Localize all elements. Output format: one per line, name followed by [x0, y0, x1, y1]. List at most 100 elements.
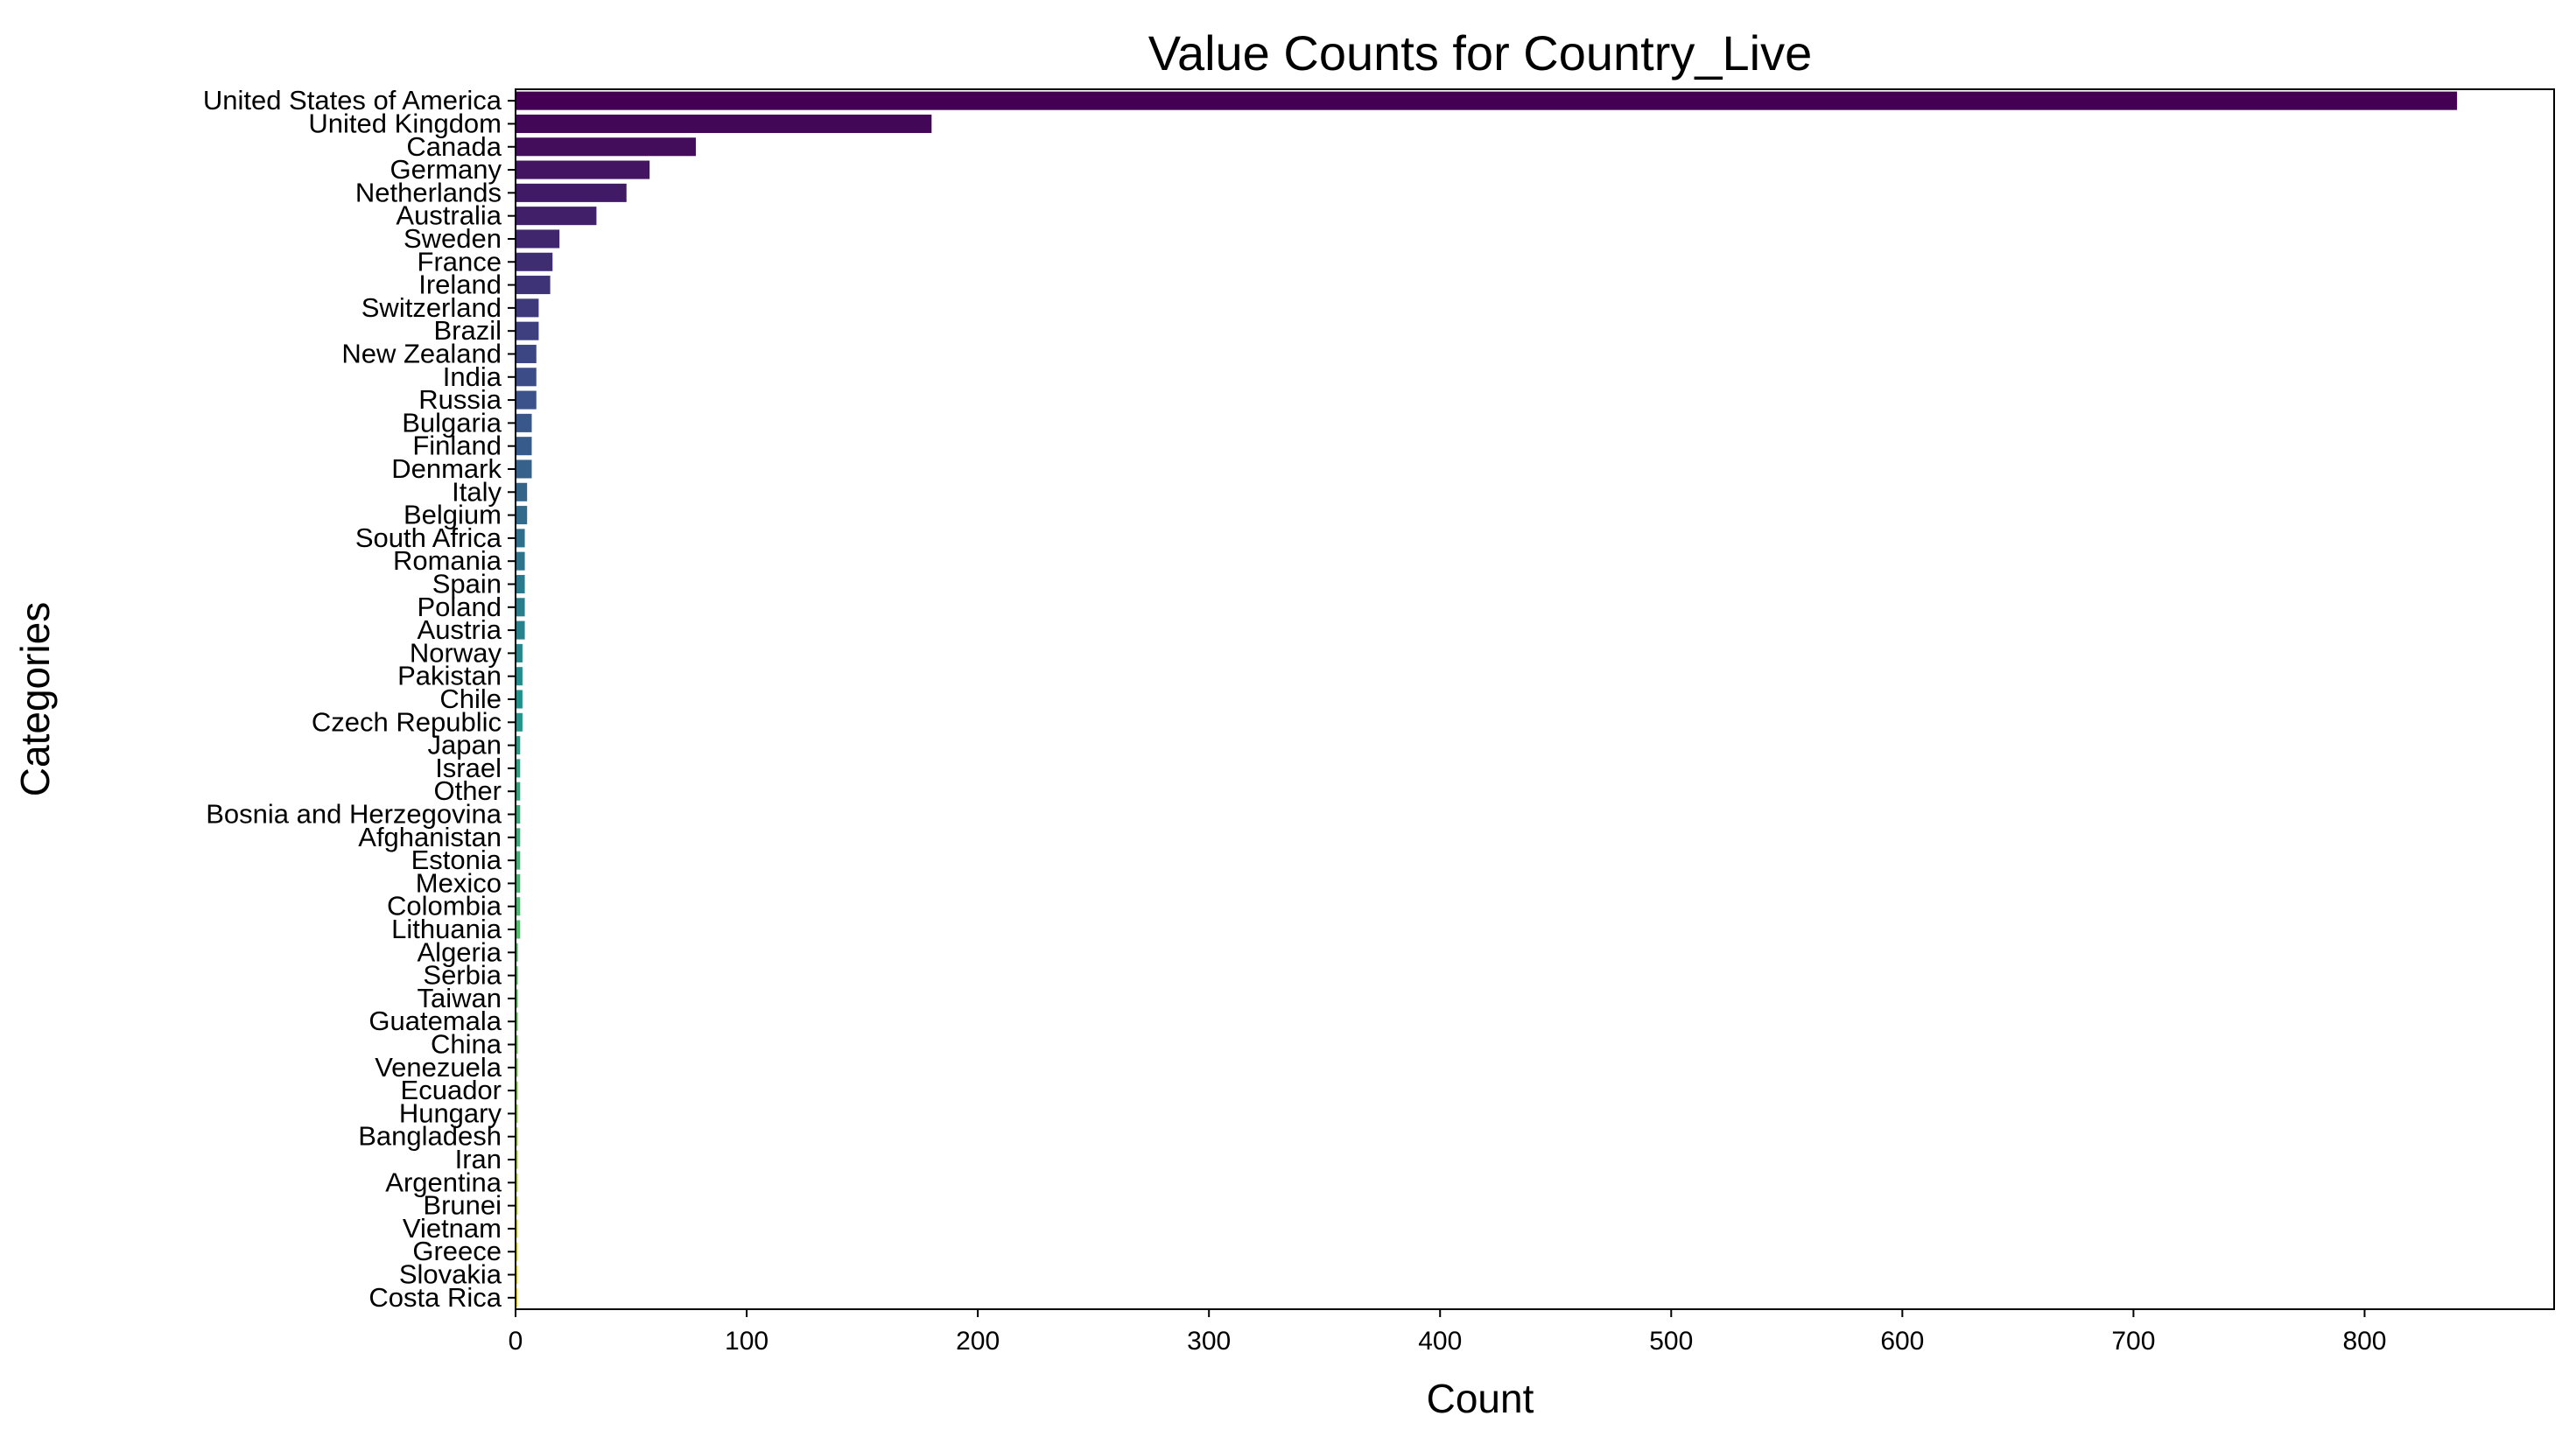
category-label: Poland: [417, 592, 502, 622]
x-tick-label: 300: [1187, 1327, 1231, 1356]
category-label: Israel: [435, 753, 502, 783]
category-label: Algeria: [418, 936, 502, 967]
bar-bangladesh: [516, 1127, 518, 1146]
bar-india: [516, 368, 537, 387]
category-label: Costa Rica: [369, 1282, 502, 1313]
category-label: Estonia: [411, 845, 502, 875]
category-label: Mexico: [416, 867, 502, 898]
category-label: Venezuela: [375, 1052, 502, 1083]
category-label: Serbia: [423, 960, 502, 991]
category-label: Finland: [412, 431, 502, 461]
bar-hungary: [516, 1104, 518, 1123]
bar-brunei: [516, 1196, 518, 1216]
bar-ecuador: [516, 1081, 518, 1100]
bar-czech-republic: [516, 712, 523, 732]
category-label: Switzerland: [361, 292, 502, 323]
bar-costa-rica: [516, 1288, 518, 1307]
bar-guatemala: [516, 1012, 518, 1031]
category-label: Austria: [418, 614, 502, 645]
category-label: Other: [433, 775, 502, 806]
bar-iran: [516, 1150, 518, 1169]
category-label: United Kingdom: [308, 108, 502, 138]
bar-italy: [516, 482, 528, 501]
category-label: Chile: [439, 683, 502, 714]
category-label: Spain: [432, 568, 502, 599]
x-tick-label: 800: [2342, 1327, 2386, 1356]
bar-vietnam: [516, 1219, 518, 1238]
bar-israel: [516, 759, 521, 778]
category-label: Pakistan: [397, 661, 502, 691]
bar-bulgaria: [516, 413, 532, 432]
bar-taiwan: [516, 989, 518, 1008]
bar-brazil: [516, 321, 539, 340]
category-label: Romania: [393, 545, 502, 576]
category-label: India: [443, 361, 502, 392]
category-label: South Africa: [355, 522, 502, 553]
bar-estonia: [516, 851, 521, 870]
category-label: Argentina: [385, 1167, 502, 1197]
bar-greece: [516, 1242, 518, 1261]
category-label: United States of America: [203, 85, 502, 116]
bar-pakistan: [516, 667, 523, 686]
bar-japan: [516, 736, 521, 755]
bar-spain: [516, 574, 525, 594]
category-label: Lithuania: [391, 914, 502, 944]
category-label: Russia: [418, 384, 502, 415]
category-label: Greece: [412, 1236, 502, 1266]
x-axis-title: Count: [1427, 1376, 1534, 1421]
bar-slovakia: [516, 1265, 518, 1285]
category-label: China: [431, 1029, 502, 1060]
bar-romania: [516, 551, 525, 571]
category-label: France: [418, 246, 502, 277]
category-label: Germany: [390, 154, 502, 185]
bar-bosnia-and-herzegovina: [516, 804, 521, 824]
bar-poland: [516, 598, 525, 617]
bar-norway: [516, 643, 523, 662]
bar-china: [516, 1035, 518, 1055]
bar-argentina: [516, 1173, 518, 1192]
bar-australia: [516, 207, 597, 226]
bar-lithuania: [516, 920, 521, 939]
category-label: Afghanistan: [358, 822, 502, 852]
category-label: Bulgaria: [402, 407, 502, 438]
category-label: Brunei: [423, 1190, 502, 1221]
bar-ireland: [516, 276, 551, 295]
bar-united-kingdom: [516, 114, 932, 133]
x-tick-label: 600: [1880, 1327, 1924, 1356]
bar-sweden: [516, 229, 560, 249]
category-label: Netherlands: [355, 177, 502, 207]
category-label: Brazil: [433, 315, 502, 346]
x-tick-label: 400: [1418, 1327, 1462, 1356]
plot-area-frame: [515, 88, 2555, 1310]
y-axis-title: Categories: [12, 602, 58, 796]
category-label: Guatemala: [369, 1006, 502, 1036]
category-label: Sweden: [404, 223, 502, 254]
bar-serbia: [516, 966, 518, 985]
category-label: Bangladesh: [358, 1121, 502, 1152]
category-label: Bosnia and Herzegovina: [206, 799, 502, 830]
category-label: Colombia: [387, 891, 502, 922]
bar-new-zealand: [516, 344, 537, 363]
category-label: Czech Republic: [312, 706, 502, 737]
bar-algeria: [516, 943, 518, 962]
bar-other: [516, 782, 521, 801]
category-label: Belgium: [404, 500, 502, 530]
bar-mexico: [516, 873, 521, 893]
category-label: Iran: [455, 1144, 502, 1174]
category-label: Hungary: [399, 1097, 502, 1128]
bar-germany: [516, 160, 650, 179]
category-label: Australia: [396, 200, 502, 231]
x-axis-ticks: 0 100 200 300 400 500 600 700 800: [509, 1309, 2387, 1356]
category-label: Ecuador: [401, 1075, 502, 1105]
bar-netherlands: [516, 183, 627, 202]
bar-afghanistan: [516, 828, 521, 847]
category-label: Canada: [406, 131, 502, 162]
bar-united-states-of-america: [516, 91, 2458, 110]
bar-colombia: [516, 897, 521, 916]
category-label: Ireland: [418, 270, 502, 300]
bar-france: [516, 252, 553, 271]
bar-belgium: [516, 506, 528, 525]
